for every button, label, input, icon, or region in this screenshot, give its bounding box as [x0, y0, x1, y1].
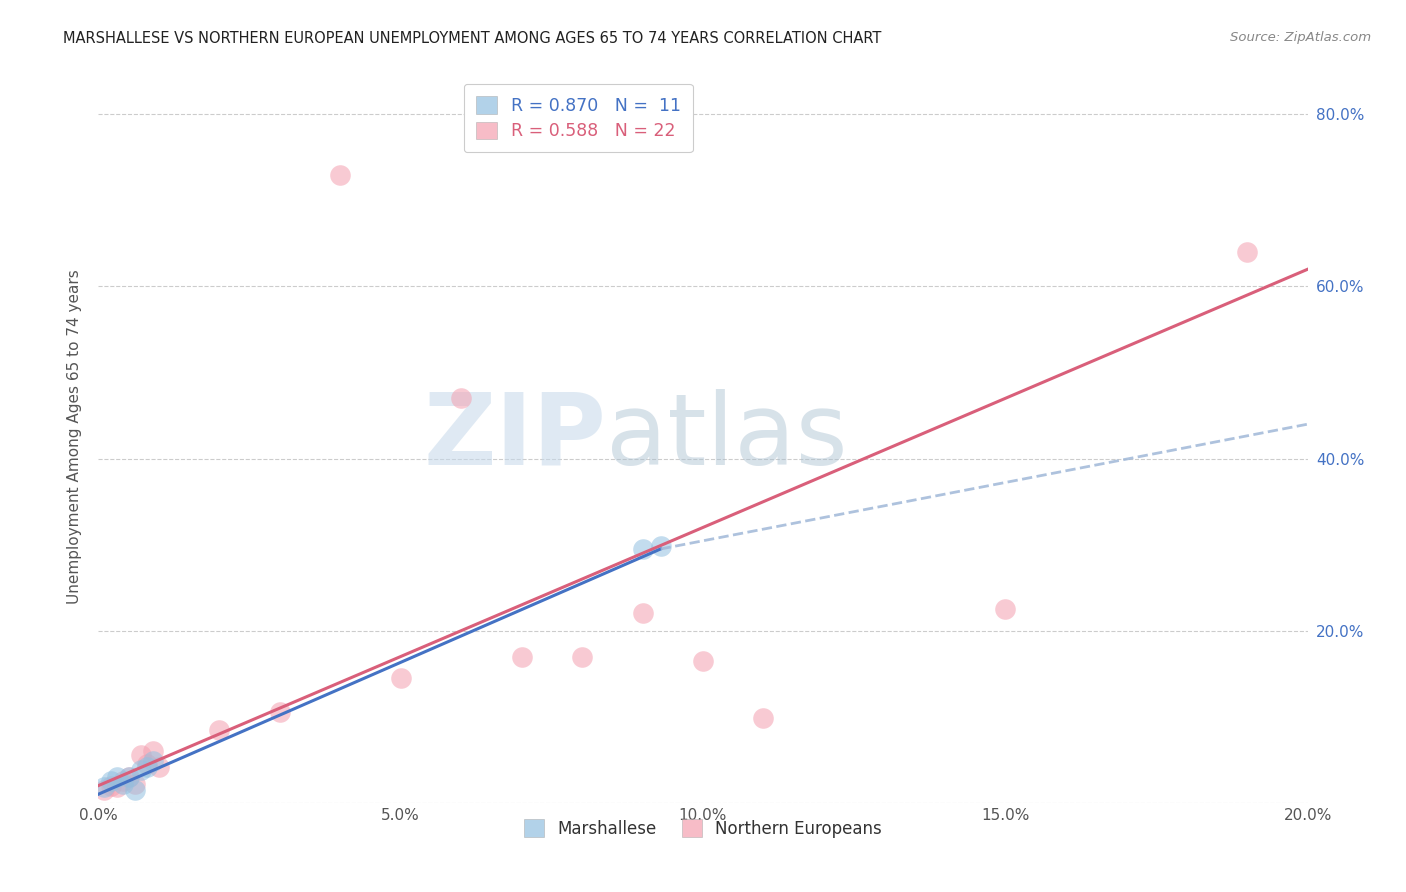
Point	[142, 744, 165, 758]
Text: MARSHALLESE VS NORTHERN EUROPEAN UNEMPLOYMENT AMONG AGES 65 TO 74 YEARS CORRELAT: MARSHALLESE VS NORTHERN EUROPEAN UNEMPLO…	[63, 31, 882, 46]
Text: ZIP: ZIP	[423, 389, 606, 485]
Point	[124, 783, 146, 797]
Point	[631, 541, 654, 556]
Point	[135, 757, 157, 772]
Point	[118, 770, 141, 784]
Point	[329, 168, 352, 182]
Point	[93, 780, 115, 795]
Point	[111, 774, 134, 789]
Point	[994, 602, 1017, 616]
Point	[208, 723, 231, 737]
Point	[148, 759, 170, 773]
Point	[100, 774, 122, 789]
Point	[118, 770, 141, 784]
Point	[105, 770, 128, 784]
Legend: Marshallese, Northern Europeans: Marshallese, Northern Europeans	[513, 808, 893, 849]
Point	[389, 671, 412, 685]
Point	[111, 777, 134, 791]
Point	[631, 607, 654, 621]
Point	[1236, 245, 1258, 260]
Point	[752, 711, 775, 725]
Point	[100, 779, 122, 793]
Y-axis label: Unemployment Among Ages 65 to 74 years: Unemployment Among Ages 65 to 74 years	[66, 269, 82, 605]
Point	[93, 783, 115, 797]
Point	[692, 654, 714, 668]
Point	[650, 540, 672, 554]
Point	[135, 759, 157, 773]
Point	[129, 763, 152, 777]
Point	[450, 392, 472, 406]
Point	[105, 780, 128, 795]
Point	[142, 755, 165, 769]
Point	[124, 777, 146, 791]
Point	[129, 748, 152, 763]
Point	[510, 649, 533, 664]
Point	[571, 649, 593, 664]
Point	[269, 706, 291, 720]
Text: Source: ZipAtlas.com: Source: ZipAtlas.com	[1230, 31, 1371, 45]
Text: atlas: atlas	[606, 389, 848, 485]
